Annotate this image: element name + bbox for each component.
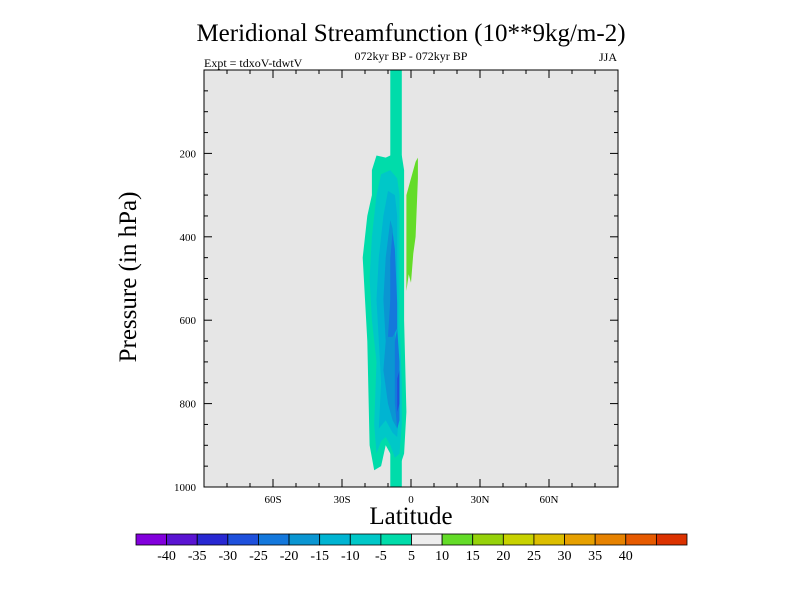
colorbar-swatch [411, 533, 443, 546]
y-axis: 200 400 600 800 1000 [174, 90, 618, 494]
colorbar-swatch [594, 533, 627, 546]
y-tick-label: 800 [180, 399, 197, 411]
y-axis-label: Pressure (in hPa) [115, 192, 142, 363]
colorbar: -40 -35 -30 -25 -20 -15 -10 -5 5 10 15 20 25 30 35 40 [135, 533, 688, 564]
colorbar-label: 10 [435, 549, 449, 564]
colorbar-label: -10 [341, 549, 360, 564]
x-tick-label: 0 [408, 494, 414, 506]
y-tick-label: 200 [180, 148, 197, 160]
chart-subtitle-right: JJA [599, 50, 617, 64]
y-tick-label: 400 [180, 232, 197, 244]
colorbar-label: -20 [280, 549, 299, 564]
contour-region [388, 232, 398, 337]
colorbar-label: 30 [558, 549, 572, 564]
x-axis: 60S 30S 0 30N 60N [203, 70, 619, 506]
colorbar-swatch [319, 533, 351, 546]
colorbar-swatch [502, 533, 535, 546]
colorbar-label: -35 [188, 549, 207, 564]
colorbar-label: -5 [375, 549, 387, 564]
y-tick-label: 1000 [174, 482, 197, 494]
colorbar-swatch [196, 533, 229, 546]
colorbar-label: 25 [527, 549, 541, 564]
y-tick-label: 600 [180, 315, 197, 327]
colorbar-label: 20 [496, 549, 510, 564]
colorbar-label: 35 [588, 549, 602, 564]
colorbar-swatch [380, 533, 412, 546]
plot-area [362, 70, 418, 487]
contour-region [397, 370, 400, 412]
colorbar-swatch [655, 533, 688, 546]
colorbar-swatch [258, 533, 290, 546]
colorbar-label: -25 [249, 549, 268, 564]
colorbar-label: 40 [619, 549, 633, 564]
colorbar-label: 5 [408, 549, 415, 564]
colorbar-label: -40 [157, 549, 176, 564]
colorbar-label: -30 [218, 549, 237, 564]
colorbar-swatch [349, 533, 382, 546]
x-tick-label: 60S [264, 494, 281, 506]
x-tick-label: 30N [471, 494, 490, 506]
colorbar-swatch [135, 533, 168, 546]
colorbar-swatch [166, 533, 198, 546]
x-tick-label: 30S [333, 494, 350, 506]
colorbar-swatch [441, 533, 474, 546]
x-tick-label: 60N [540, 494, 559, 506]
colorbar-swatch [625, 533, 657, 546]
colorbar-label: 15 [466, 549, 480, 564]
colorbar-label: -15 [310, 549, 329, 564]
chart-title: Meridional Streamfunction (10**9kg/m-2) [196, 20, 625, 47]
chart-subtitle-left: Expt = tdxoV-tdwtV [204, 56, 303, 70]
chart-subtitle-center: 072kyr BP - 072kyr BP [355, 49, 468, 63]
colorbar-swatch [533, 533, 565, 546]
colorbar-swatch [227, 533, 259, 546]
colorbar-swatch [288, 533, 321, 546]
contour-region [406, 157, 418, 291]
colorbar-swatch [564, 533, 596, 546]
x-axis-label: Latitude [369, 503, 452, 530]
colorbar-swatch [472, 533, 504, 546]
